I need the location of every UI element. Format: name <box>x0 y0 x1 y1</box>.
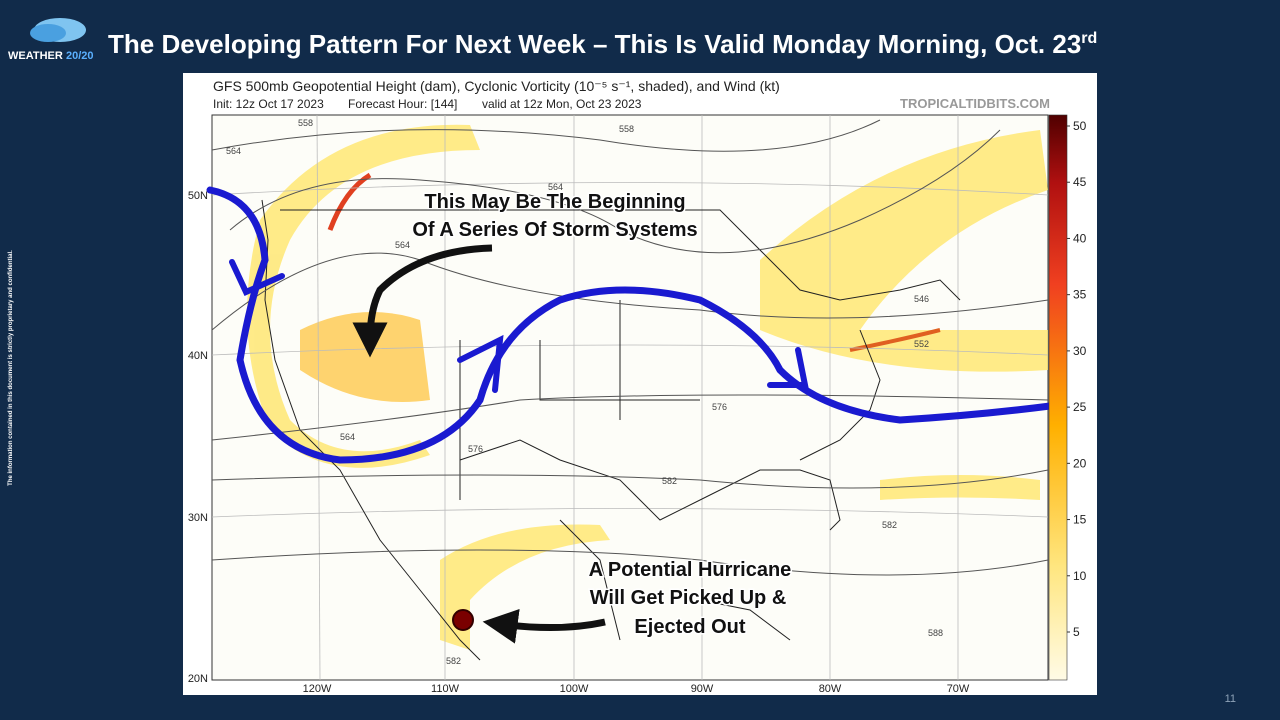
contour-label: 564 <box>340 432 355 442</box>
map-forecast-hour: Forecast Hour: [144] <box>348 97 457 111</box>
contour-label: 582 <box>662 476 677 486</box>
colorbar-tick-label: 40 <box>1073 231 1087 245</box>
colorbar-tick-label: 15 <box>1073 513 1087 527</box>
lon-label: 110W <box>431 683 460 695</box>
map-valid: valid at 12z Mon, Oct 23 2023 <box>482 97 642 111</box>
colorbar-tick-label: 25 <box>1073 400 1087 414</box>
page-number: 11 <box>1225 693 1236 705</box>
contour-label: 576 <box>468 444 483 454</box>
title-superscript: rd <box>1081 30 1097 47</box>
colorbar-tick-label: 5 <box>1073 625 1080 639</box>
logo-brand: WEATHER <box>8 50 63 62</box>
contour-label: 558 <box>619 124 634 134</box>
annotation-arrow <box>352 244 493 358</box>
annotation-line: This May Be The Beginning <box>424 191 685 213</box>
map-area: 558 558 564 564 564 546 552 576 576 582 … <box>206 114 1054 681</box>
colorbar-tick-label: 45 <box>1073 175 1087 189</box>
flow-arrow <box>206 186 1054 464</box>
logo: WEATHER 20/20 <box>8 18 94 62</box>
map-source: TROPICALTIDBITS.COM <box>900 96 1050 111</box>
annotation-line: Of A Series Of Storm Systems <box>412 219 697 241</box>
lon-label: 90W <box>691 683 714 695</box>
colorbar <box>1048 114 1068 681</box>
contour-label: 576 <box>712 402 727 412</box>
contour-label: 558 <box>298 118 313 128</box>
colorbar-tick-label: 35 <box>1073 288 1087 302</box>
logo-number: 20/20 <box>66 50 94 62</box>
contour-label: 588 <box>928 628 943 638</box>
annotation-arrow <box>482 608 606 644</box>
colorbar-tick-label: 50 <box>1073 119 1087 133</box>
title-text: The Developing Pattern For Next Week – T… <box>108 29 1081 59</box>
lat-label: 50N <box>188 190 208 202</box>
colorbar-tick-label: 10 <box>1073 569 1087 583</box>
annotation-line: A Potential Hurricane <box>589 559 792 581</box>
annotation-line: Will Get Picked Up & <box>590 587 787 609</box>
lat-label: 20N <box>188 673 208 685</box>
contour-label: 564 <box>395 240 410 250</box>
side-note: The information contained in this docume… <box>8 250 14 486</box>
lat-label: 40N <box>188 350 208 362</box>
contour-label: 546 <box>914 294 929 304</box>
colorbar-ticks: 50 45 40 35 30 25 20 15 10 5 <box>1067 119 1087 639</box>
slide-title: The Developing Pattern For Next Week – T… <box>108 29 1097 59</box>
contour-label: 552 <box>914 339 929 349</box>
contour-label: 582 <box>882 520 897 530</box>
contour-label: 564 <box>226 146 241 156</box>
contour-label: 582 <box>446 656 461 666</box>
contour-label: 564 <box>548 182 563 192</box>
lon-label: 120W <box>303 683 332 695</box>
lat-label: 30N <box>188 512 208 524</box>
lon-label: 100W <box>560 683 589 695</box>
map-init: Init: 12z Oct 17 2023 <box>213 97 324 111</box>
lon-label: 70W <box>947 683 970 695</box>
lon-label: 80W <box>819 683 842 695</box>
colorbar-tick-label: 30 <box>1073 344 1087 358</box>
map-title: GFS 500mb Geopotential Height (dam), Cyc… <box>213 78 780 94</box>
colorbar-tick-label: 20 <box>1073 456 1087 470</box>
annotation-line: Ejected Out <box>634 616 745 638</box>
